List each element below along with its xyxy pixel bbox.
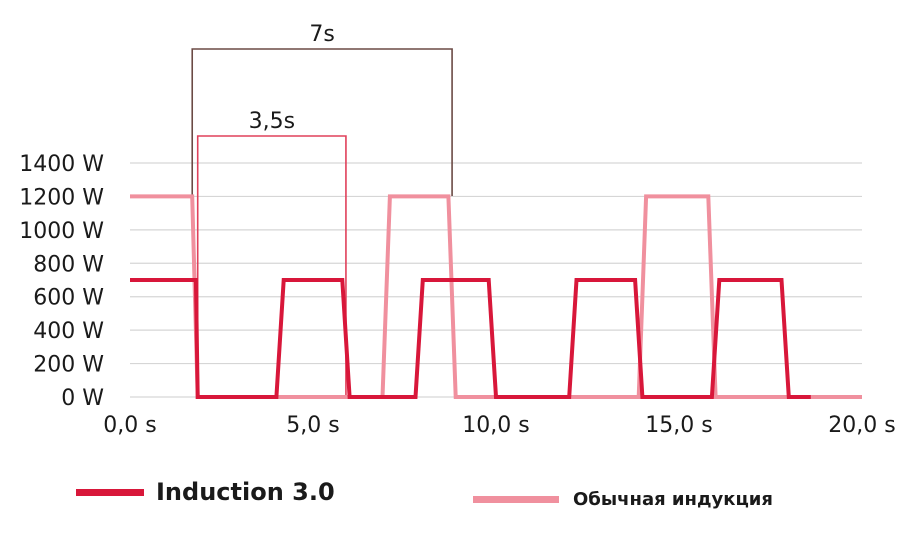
duration-annotations: 7s 3,5s (191, 22, 453, 397)
legend-swatch-induction-3 (76, 488, 144, 496)
y-tick-label: 1000 W (19, 219, 104, 244)
x-tick-label: 15,0 s (645, 413, 712, 438)
x-tick-label: 5,0 s (286, 413, 339, 438)
y-tick-label: 1400 W (19, 152, 104, 177)
x-tick-label: 0,0 s (103, 413, 156, 438)
annotation-bracket (196, 135, 347, 397)
y-tick-label: 200 W (33, 353, 104, 378)
x-tick-label: 10,0 s (462, 413, 529, 438)
y-tick-label: 600 W (33, 286, 104, 311)
legend-induction-3: Induction 3.0 (76, 478, 335, 506)
series-lines (130, 194, 862, 399)
y-tick-label: 0 W (61, 386, 104, 411)
grid-lines (130, 162, 862, 398)
x-axis-ticks: 0,0 s 5,0 s 10,0 s 15,0 s 20,0 s (103, 413, 895, 438)
series-induction-3-line (130, 278, 811, 399)
y-tick-label: 1200 W (19, 185, 104, 210)
annotation-label: 7s (309, 22, 334, 47)
legend-swatch-conventional (473, 496, 559, 503)
x-tick-label: 20,0 s (828, 413, 895, 438)
legend-label-induction-3: Induction 3.0 (156, 478, 335, 506)
y-axis-ticks: 0 W 200 W 400 W 600 W 800 W 1000 W 1200 W 1400 … (19, 152, 104, 411)
annotation-label: 3,5s (249, 109, 295, 134)
annotation-bracket (191, 48, 453, 196)
y-tick-label: 800 W (33, 252, 104, 277)
y-tick-label: 400 W (33, 319, 104, 344)
legend-conventional-induction: Обычная индукция (473, 489, 773, 510)
legend-label-conventional: Обычная индукция (573, 489, 773, 510)
